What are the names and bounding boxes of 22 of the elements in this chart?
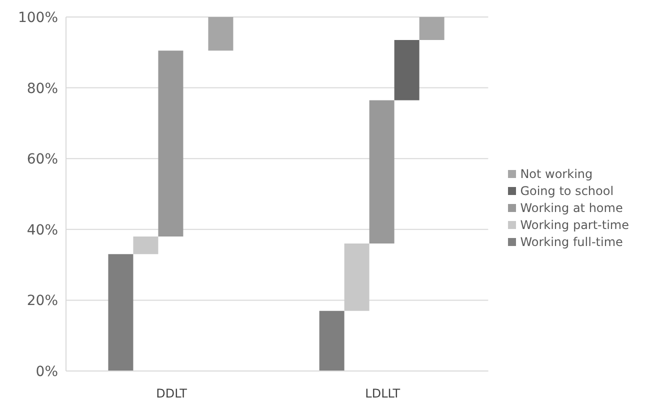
bar — [208, 17, 234, 51]
legend-label: Going to school — [520, 184, 614, 198]
y-tick-label: 80% — [26, 80, 58, 97]
y-tick-label: 40% — [26, 222, 58, 238]
bar — [369, 100, 394, 244]
bar — [108, 254, 134, 371]
bar — [344, 244, 370, 311]
y-tick-label: 20% — [26, 293, 58, 310]
bar — [419, 17, 444, 40]
x-tick-label: DDLT — [156, 386, 188, 401]
bar — [394, 40, 420, 100]
bar — [158, 50, 184, 236]
x-tick-label: LDLLT — [365, 386, 401, 401]
y-tick-label: 0% — [36, 364, 58, 380]
y-tick-label: 100% — [18, 10, 58, 26]
legend-label: Working full-time — [520, 234, 623, 248]
bar — [319, 310, 344, 371]
y-tick-label: 60% — [26, 152, 58, 168]
legend-label: Not working — [520, 166, 593, 180]
legend-label: Working part-time — [520, 218, 629, 232]
legend-label: Working at home — [520, 200, 623, 214]
bar — [133, 236, 158, 254]
